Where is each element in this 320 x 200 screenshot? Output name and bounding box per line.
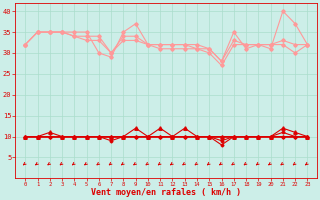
X-axis label: Vent moyen/en rafales ( km/h ): Vent moyen/en rafales ( km/h ) xyxy=(91,188,241,197)
